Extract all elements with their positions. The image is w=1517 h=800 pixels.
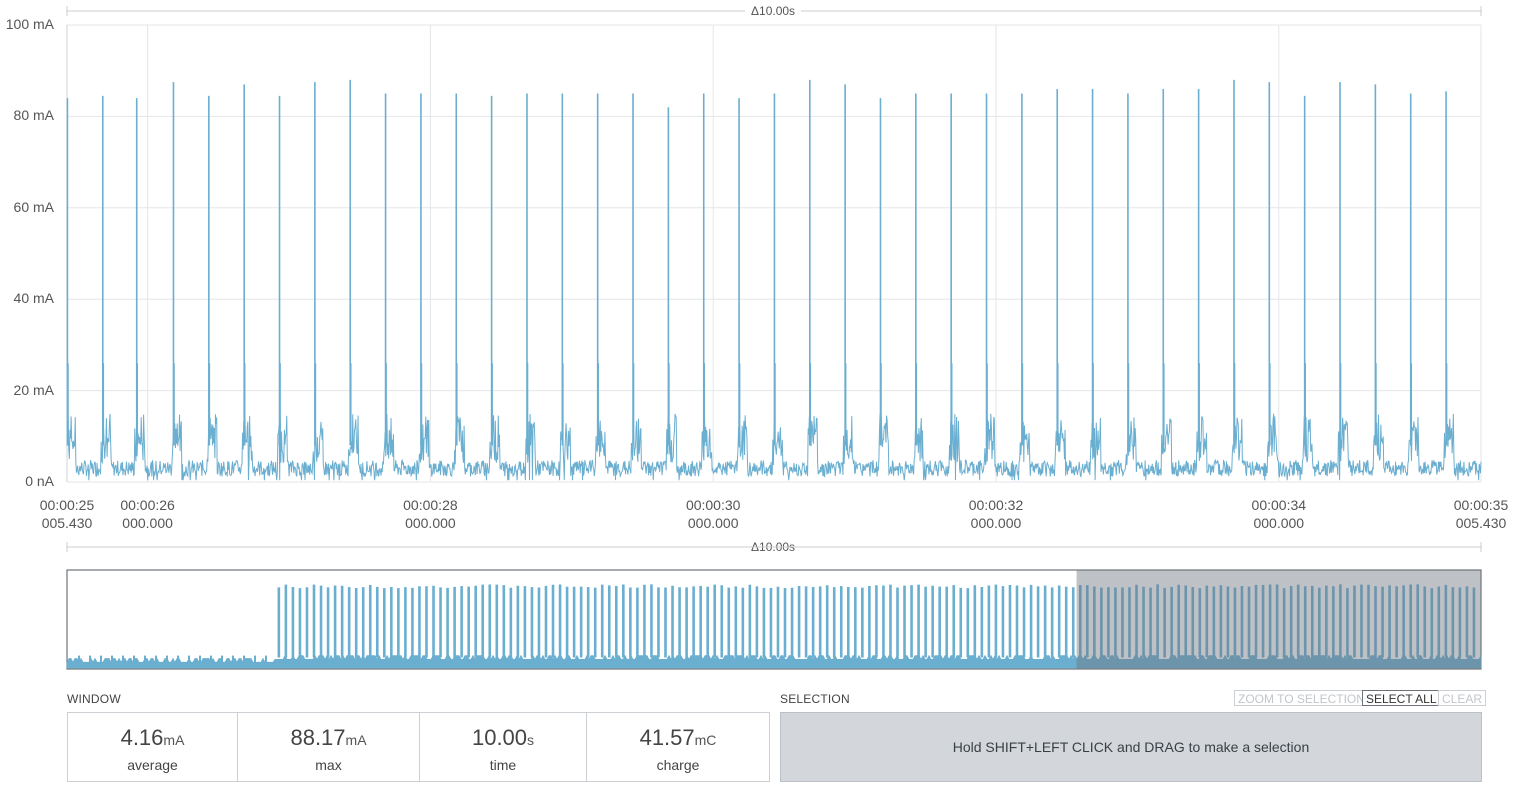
current-trace <box>66 79 1482 481</box>
selection-panel[interactable]: Hold SHIFT+LEFT CLICK and DRAG to make a… <box>780 712 1482 782</box>
bottom-delta-label: Δ10.00s <box>745 540 802 554</box>
stat-max-unit: mA <box>345 732 367 748</box>
y-tick-label: 0 nA <box>25 473 54 489</box>
clear-selection-button[interactable]: CLEAR <box>1438 690 1487 706</box>
y-tick-label: 100 mA <box>5 16 54 32</box>
stat-charge: 41.57mC charge <box>586 712 770 782</box>
overview-frame <box>66 569 1482 670</box>
top-delta-label: Δ10.00s <box>745 4 802 18</box>
zoom-to-selection-button[interactable]: ZOOM TO SELECTION <box>1234 690 1369 706</box>
x-tick-label: 00:00:30 000.000 <box>685 497 741 531</box>
stat-time-caption: time <box>489 757 517 773</box>
overview-trace <box>66 569 1482 670</box>
stat-average: 4.16mA average <box>67 712 238 782</box>
stat-average-value: 4.16 <box>120 725 164 750</box>
stat-charge-unit: mC <box>694 732 717 748</box>
select-all-button[interactable]: SELECT ALL <box>1362 690 1441 706</box>
x-tick-label: 00:00:28 000.000 <box>403 497 458 531</box>
stat-time-value: 10.00 <box>471 725 528 750</box>
x-tick-label: 00:00:25 005.430 <box>39 497 95 531</box>
overview-window-highlight <box>1076 570 1481 669</box>
x-tick-label: 00:00:26 000.000 <box>120 497 175 531</box>
stat-average-unit: mA <box>163 732 185 748</box>
y-tick-label: 60 mA <box>13 198 54 215</box>
stat-charge-caption: charge <box>656 757 700 773</box>
stat-max-value: 88.17 <box>290 725 346 750</box>
y-tick-label: 80 mA <box>13 107 54 124</box>
selection-section-label: SELECTION <box>780 692 850 706</box>
overview-baseline <box>66 654 1482 669</box>
stat-max-caption: max <box>315 757 342 773</box>
x-tick-label: 00:00:34 000.000 <box>1251 497 1307 531</box>
stat-average-caption: average <box>127 757 178 773</box>
y-tick-label: 40 mA <box>13 290 54 307</box>
stat-time-unit: s <box>527 732 535 748</box>
stat-max: 88.17mA max <box>237 712 420 782</box>
y-tick-label: 20 mA <box>13 381 54 398</box>
selection-hint: Hold SHIFT+LEFT CLICK and DRAG to make a… <box>952 739 1310 755</box>
window-section-label: WINDOW <box>67 692 121 706</box>
stat-charge-value: 41.57 <box>639 725 695 750</box>
x-tick-label: 00:00:32 000.000 <box>968 497 1024 531</box>
main-current-chart[interactable] <box>0 0 1517 540</box>
x-tick-label: 00:00:35 005.430 <box>1453 497 1509 531</box>
stat-time: 10.00s time <box>419 712 587 782</box>
